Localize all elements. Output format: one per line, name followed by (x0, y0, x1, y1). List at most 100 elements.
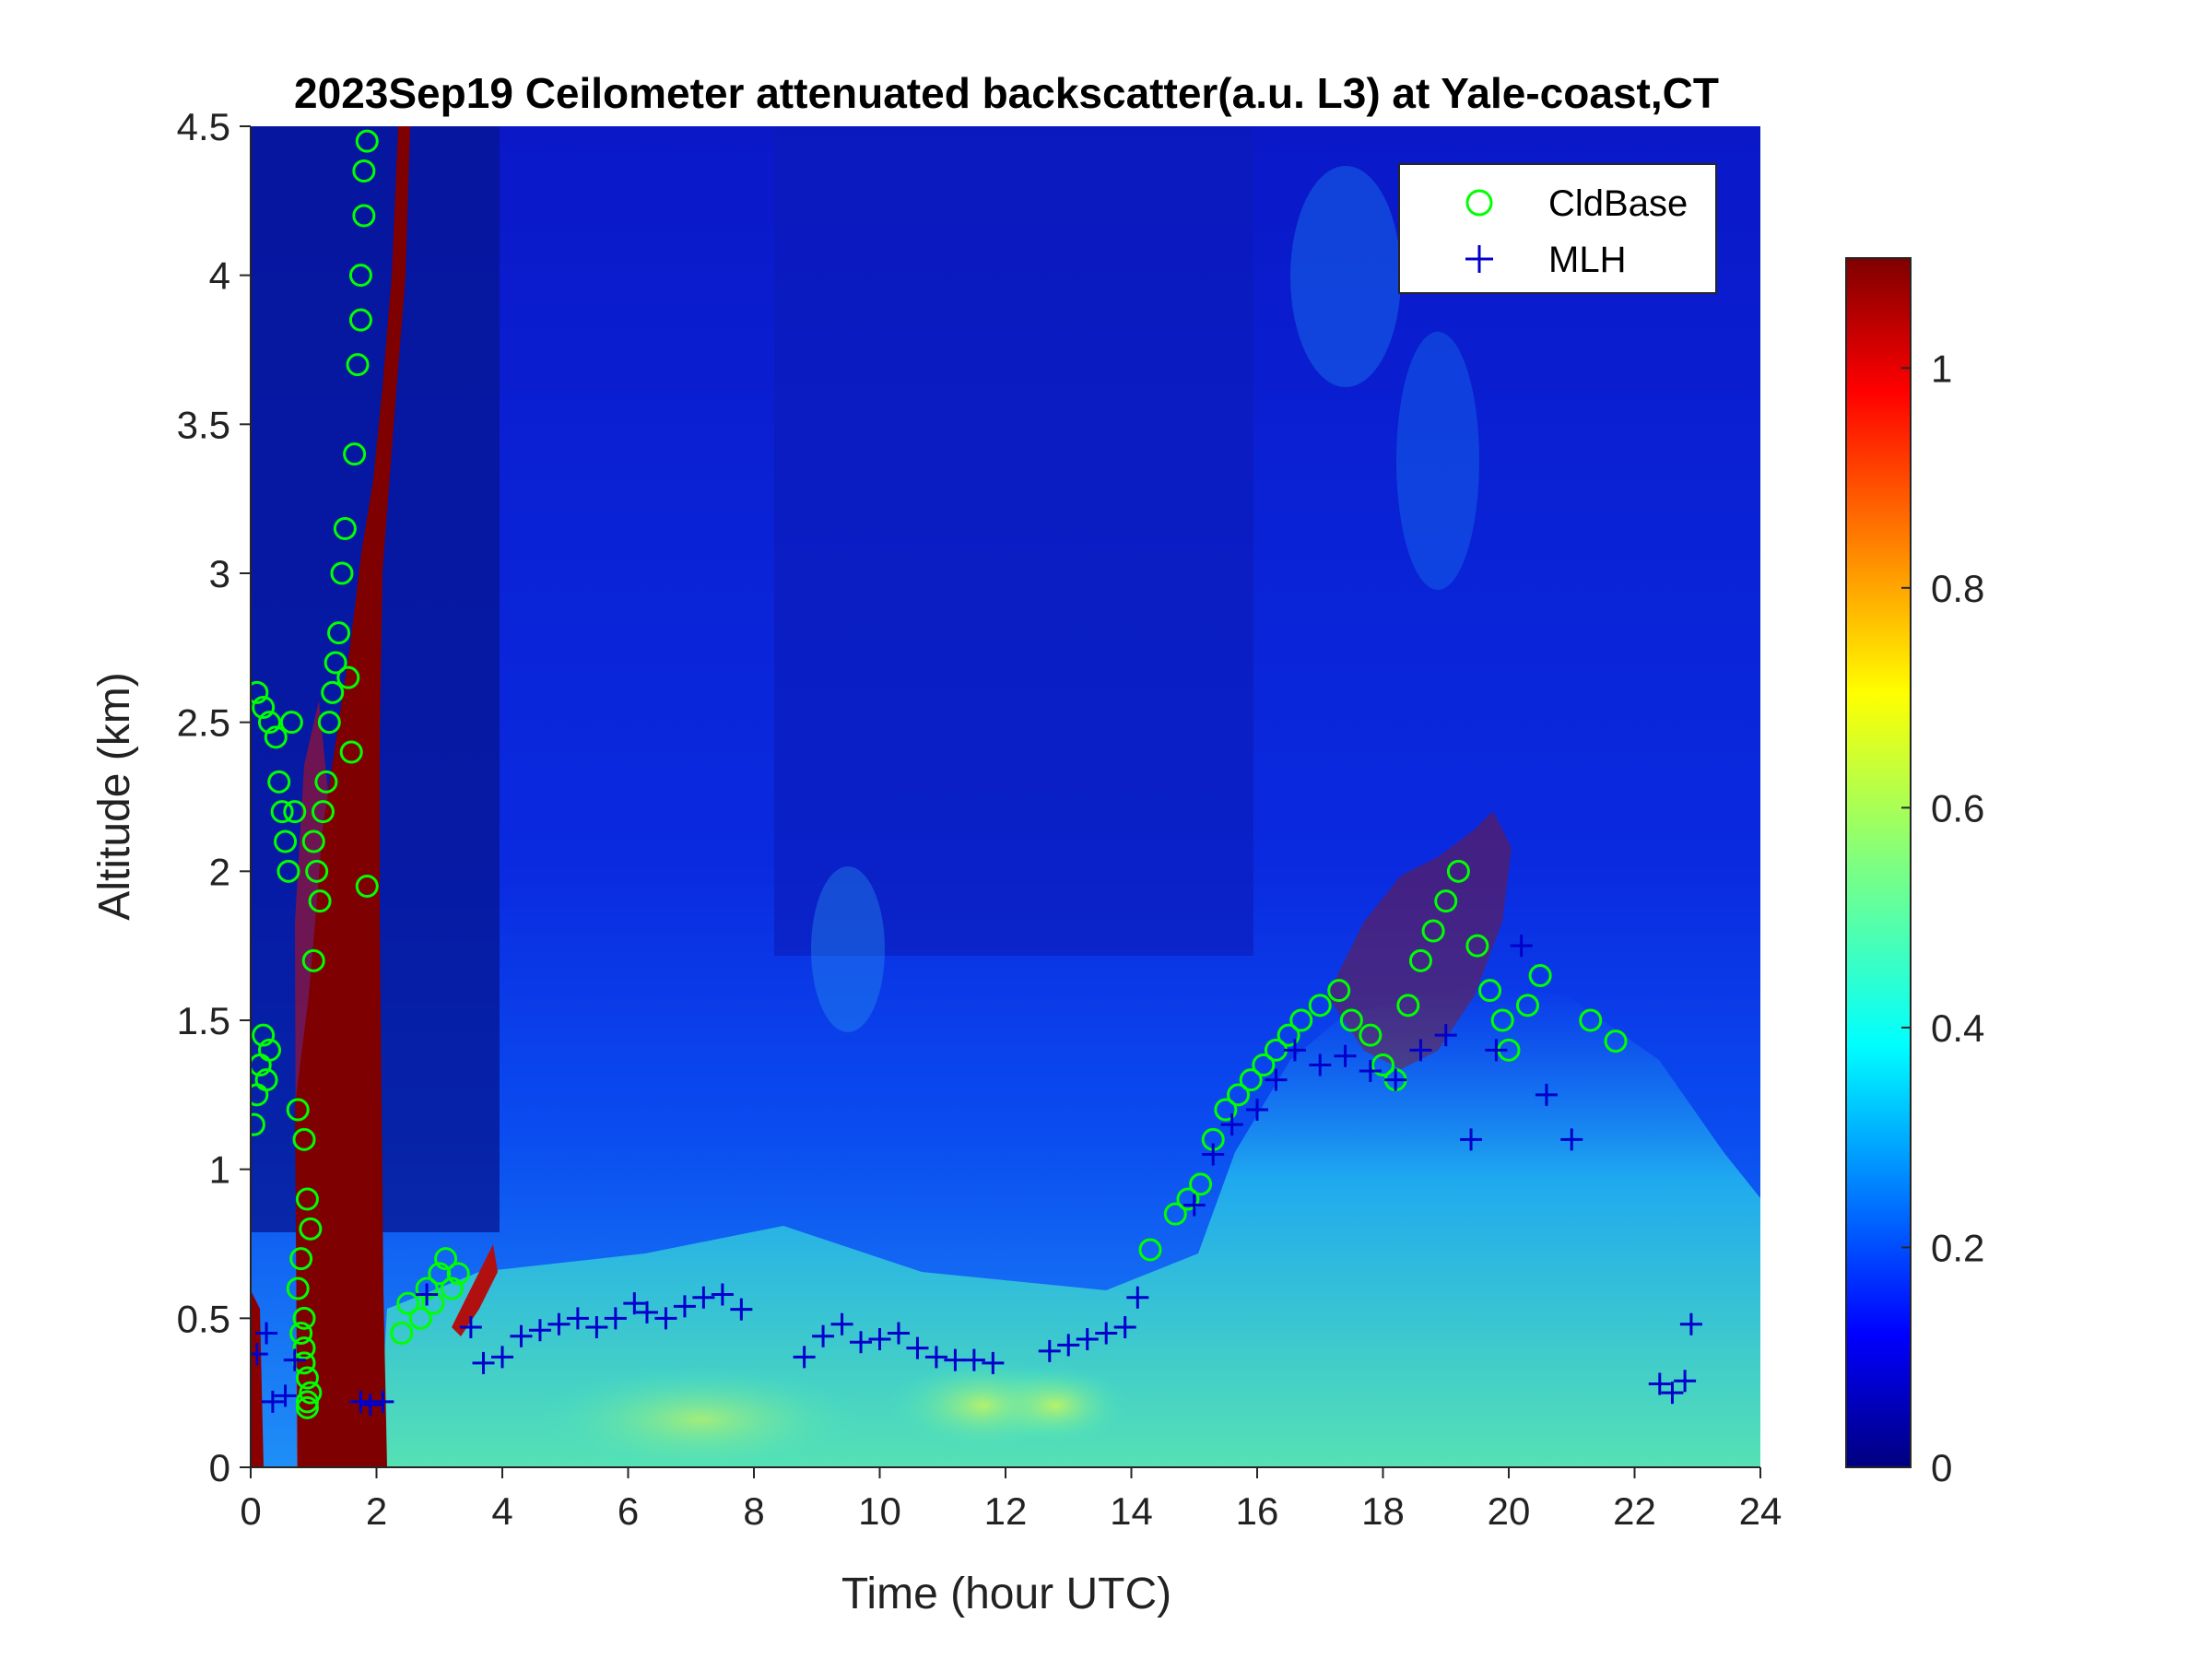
mlh-point (283, 1348, 306, 1371)
cldbase-point (299, 1217, 323, 1241)
y-tick-label: 1.5 (177, 999, 230, 1042)
y-tick-label: 3.5 (177, 403, 230, 446)
cldbase-point (1327, 979, 1351, 1003)
mlh-point (1202, 1143, 1225, 1166)
mlh-point (1038, 1339, 1061, 1362)
mlh-point (1265, 1068, 1288, 1091)
heatmap-hotspot (535, 1364, 866, 1467)
mlh-point (1359, 1059, 1382, 1082)
mlh-point (793, 1346, 816, 1369)
cldbase-point (301, 948, 325, 972)
cldbase-point (1176, 1187, 1200, 1211)
mlh-point (472, 1351, 495, 1374)
mlh-point (830, 1312, 853, 1335)
colorbar-tick-label: 0.4 (1931, 1006, 1984, 1050)
cldbase-point (314, 770, 338, 794)
colorbar-tick-label: 1 (1931, 347, 1952, 390)
mlh-point (1384, 1068, 1407, 1091)
cldbase-point (346, 353, 370, 377)
x-tick-label: 8 (743, 1489, 764, 1533)
cldbase-point (333, 517, 357, 540)
cldbase-point (251, 680, 269, 704)
colorbar-gradient (1845, 257, 1912, 1468)
x-tick-label: 6 (618, 1489, 639, 1533)
mlh-point (416, 1283, 439, 1306)
x-tick-label: 24 (1739, 1489, 1783, 1533)
mlh-point (274, 1384, 297, 1407)
cldbase-point (1465, 934, 1489, 958)
mlh-point (1661, 1382, 1684, 1405)
cldbase-point (267, 770, 291, 794)
mlh-point (1535, 1083, 1558, 1106)
cldbase-point (1308, 994, 1332, 1018)
mlh-point (491, 1346, 513, 1369)
cldbase-point (1359, 1023, 1382, 1047)
cldbase-point (343, 442, 367, 466)
legend: CldBase MLH (1398, 163, 1717, 294)
x-axis-label: Time (hour UTC) (841, 1570, 1171, 1618)
cldbase-point (305, 859, 329, 883)
mlh-point (261, 1390, 284, 1413)
cldbase-point (428, 1262, 452, 1286)
cldbase-point (434, 1247, 458, 1271)
y-tick-label: 0 (209, 1446, 230, 1489)
y-tick-label: 4.5 (177, 105, 230, 148)
cldbase-point (289, 1322, 313, 1345)
x-tick-label: 20 (1488, 1489, 1531, 1533)
cldbase-point (295, 1187, 319, 1211)
heatmap-dark-region-mid (774, 126, 1253, 956)
cldbase-point (1478, 979, 1502, 1003)
cldbase-point (1604, 1030, 1628, 1053)
x-tick-label: 0 (240, 1489, 261, 1533)
mlh-point (349, 1390, 372, 1413)
mlh-point (1057, 1334, 1080, 1357)
cldbase-point (1339, 1008, 1363, 1032)
mlh-point (1095, 1322, 1118, 1345)
mlh-point (1283, 1039, 1306, 1062)
mlh-point (906, 1336, 929, 1359)
mlh-point (1485, 1039, 1508, 1062)
mlh-point (528, 1319, 551, 1342)
heatmap-cloud-speckle (1396, 332, 1479, 590)
mlh-point (1076, 1327, 1099, 1350)
y-tick-label: 3 (209, 552, 230, 595)
colorbar-ticks: 0 0.2 0.4 0.6 0.8 1 (1901, 347, 1984, 1489)
legend-mlh-marker (1465, 245, 1493, 273)
cldbase-point (279, 711, 303, 735)
cldbase-point (317, 711, 341, 735)
cldbase-point (295, 1390, 319, 1414)
mlh-point (635, 1300, 658, 1324)
cldbase-point (1579, 1008, 1603, 1032)
legend-cldbase-marker (1465, 189, 1493, 217)
mlh-point (1126, 1286, 1149, 1309)
mlh-point (1113, 1316, 1136, 1339)
cldbase-point (311, 800, 335, 824)
mlh-series (251, 935, 1702, 1417)
cldbase-point (292, 1336, 316, 1360)
cldbase-point (1490, 1008, 1514, 1032)
legend-box (1398, 163, 1717, 294)
colorbar-tick-label: 0.8 (1931, 567, 1984, 610)
mlh-point (251, 1343, 268, 1366)
mlh-point (924, 1346, 947, 1369)
heatmap-hotspot (982, 1364, 1129, 1447)
x-tick-label: 18 (1361, 1489, 1405, 1533)
x-tick-label: 12 (984, 1489, 1028, 1533)
mlh-point (1434, 1024, 1457, 1047)
cldbase-point (1371, 1053, 1394, 1077)
cldbase-point (292, 1127, 316, 1151)
cldbase-point (257, 711, 281, 735)
mlh-point (623, 1292, 646, 1315)
chart-title: 2023Sep19 Ceilometer attenuated backscat… (294, 69, 1719, 117)
mlh-point (547, 1312, 571, 1335)
legend-cldbase-label: CldBase (1548, 183, 1688, 224)
cldbase-point (1528, 964, 1552, 987)
mlh-point (868, 1327, 891, 1350)
mlh-point (1560, 1128, 1583, 1151)
cloud-dense-band (295, 126, 410, 1467)
cldbase-point (252, 696, 276, 719)
mlh-point (1182, 1194, 1206, 1217)
mlh-point (1334, 1044, 1357, 1067)
cldbase-point (289, 1247, 313, 1271)
